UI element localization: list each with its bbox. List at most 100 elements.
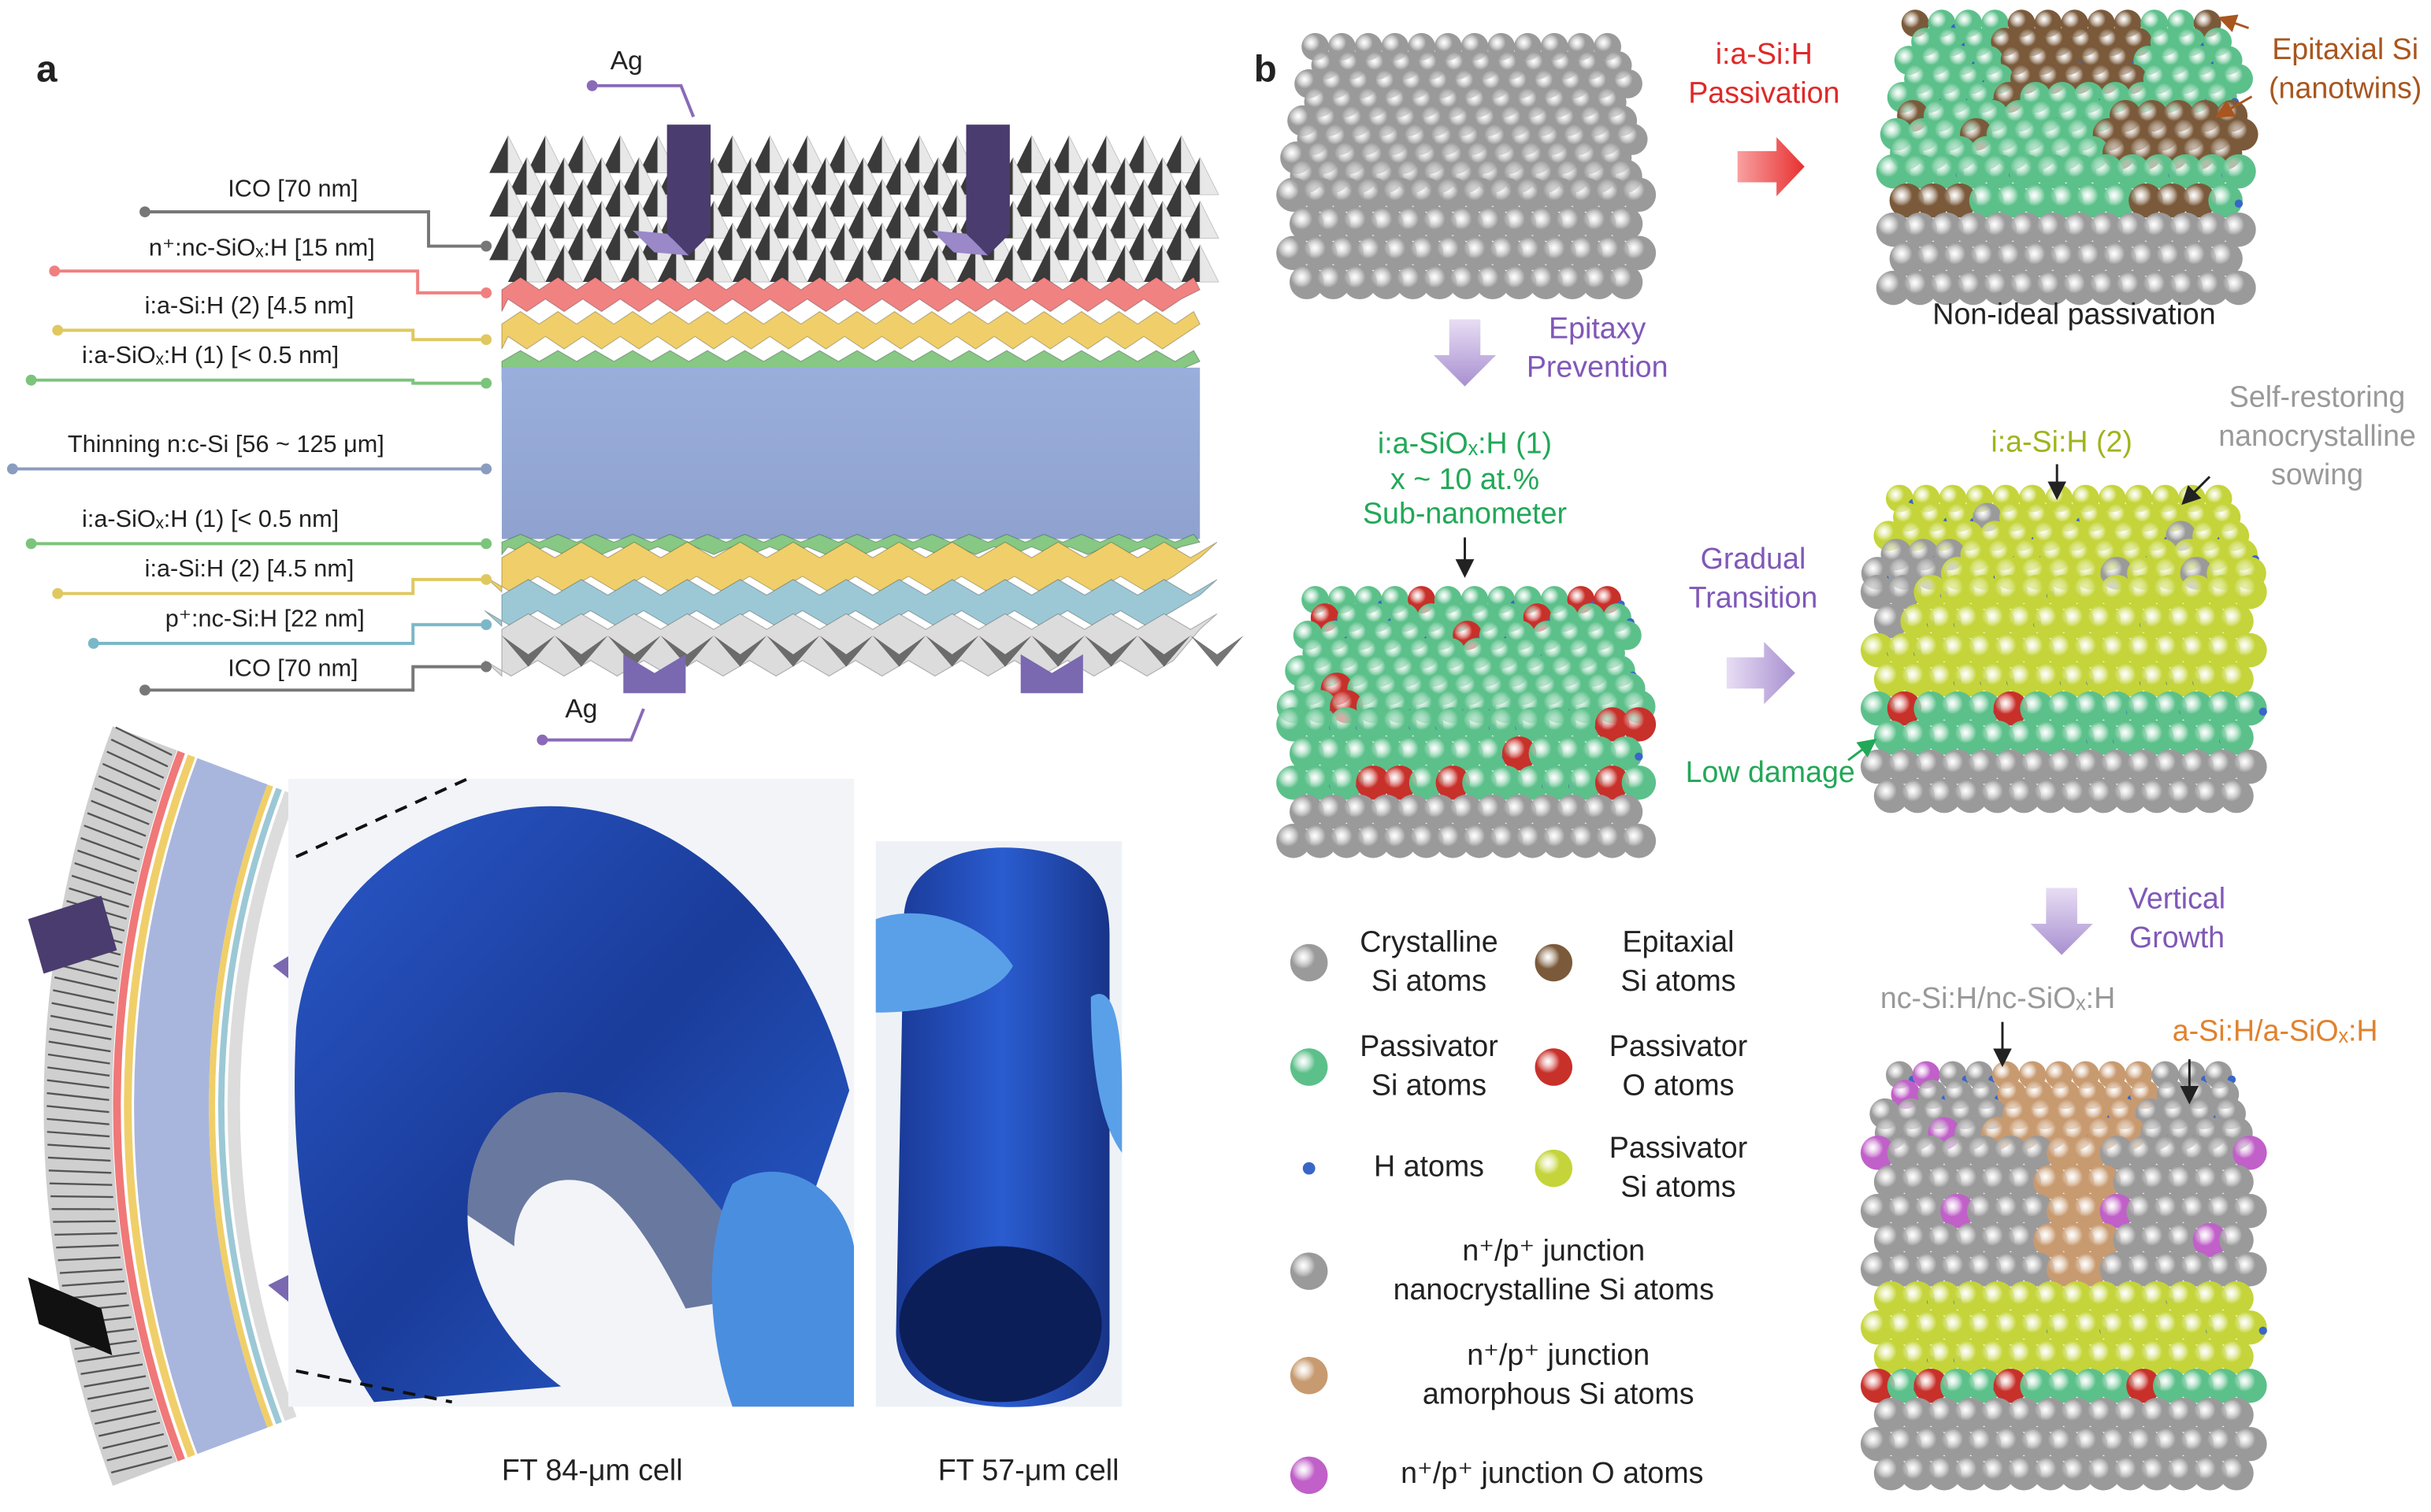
atom — [2126, 749, 2161, 784]
atom — [2033, 720, 2068, 755]
si-label: i:a-Si:H (2) — [1991, 425, 2132, 458]
atom — [1954, 778, 1988, 813]
pyramid — [844, 179, 864, 217]
atom — [1980, 1398, 2015, 1432]
pyramid — [1087, 244, 1108, 283]
leader — [58, 577, 487, 595]
atom — [1966, 632, 2002, 668]
cylinder-end — [899, 1246, 1102, 1403]
pointer — [2218, 14, 2250, 32]
atom — [1873, 1455, 1909, 1491]
pyramid — [507, 222, 528, 261]
atom — [2006, 1455, 2041, 1491]
pyramid — [582, 179, 603, 217]
atom — [2009, 270, 2043, 306]
siox-label: i:a-SiOₓ:H (1) — [1378, 427, 1552, 460]
pyramid — [1050, 179, 1070, 217]
atom — [2152, 691, 2188, 726]
atom — [2073, 1310, 2108, 1345]
atom — [2179, 632, 2214, 668]
pyramid — [919, 222, 939, 261]
curve-pyramid — [95, 1410, 157, 1425]
atom — [2006, 1281, 2041, 1316]
curve-pyramid — [80, 837, 140, 861]
pyramid — [502, 636, 555, 667]
layer-i-asi — [501, 310, 1201, 350]
pyramid — [1031, 222, 1051, 261]
atom — [2075, 183, 2110, 218]
atom — [1873, 603, 1909, 639]
atom — [1860, 1252, 1895, 1287]
pyramid — [1162, 201, 1182, 239]
curve-i-layer — [124, 754, 195, 1458]
atom — [2140, 1398, 2174, 1432]
pyramid — [507, 244, 527, 283]
atom — [1594, 824, 1630, 858]
atom — [1913, 749, 1948, 784]
glove — [875, 913, 1013, 1013]
atom — [1966, 1252, 2002, 1287]
atom — [1462, 235, 1497, 271]
photo-sheet — [295, 806, 850, 1403]
pyramid — [788, 157, 808, 195]
curve-pyramid — [102, 1432, 165, 1450]
atom — [1395, 206, 1431, 242]
atom — [1276, 177, 1311, 213]
atom — [2102, 241, 2136, 276]
caption: FT 84-μm cell — [502, 1453, 683, 1486]
atom — [1475, 795, 1510, 829]
siox-label: x ~ 10 at.% — [1390, 462, 1539, 495]
atom — [1515, 177, 1550, 213]
atom — [1568, 177, 1603, 213]
curve-pyramid — [58, 1256, 121, 1262]
atom — [1462, 177, 1497, 213]
atom — [1501, 795, 1537, 829]
leader-dot — [481, 619, 492, 631]
pyramid — [732, 201, 752, 239]
atom — [1993, 632, 2028, 668]
atom — [2020, 749, 2054, 784]
atom — [1515, 765, 1550, 800]
atom — [1954, 1340, 1988, 1374]
atom — [2129, 183, 2163, 218]
pyramid — [919, 179, 939, 217]
atom — [2047, 574, 2081, 610]
pyramid — [788, 201, 808, 239]
pyramid — [937, 135, 957, 173]
atom — [1449, 736, 1483, 771]
leader-dot — [481, 240, 492, 252]
pyramid — [900, 157, 920, 195]
atom — [2192, 1281, 2228, 1316]
pyramid — [919, 157, 938, 195]
atom — [2232, 574, 2267, 610]
atom — [2206, 632, 2240, 668]
atom — [2232, 1194, 2267, 1228]
atom — [1608, 206, 1643, 242]
atom — [2047, 1310, 2081, 1345]
curve-ag — [28, 895, 117, 974]
atom — [1462, 765, 1497, 800]
atom — [2113, 662, 2147, 697]
atom — [2086, 1455, 2121, 1491]
atom — [2152, 1252, 2188, 1287]
atom — [1927, 1455, 1962, 1491]
step-label: Transition — [1689, 581, 1818, 614]
arrow — [1726, 642, 1795, 705]
atom — [1887, 1426, 1922, 1462]
atom — [2020, 691, 2054, 726]
atom — [2059, 1398, 2095, 1432]
atom — [2179, 691, 2214, 726]
atom — [2152, 1194, 2188, 1228]
curve-pyramid — [56, 1244, 119, 1249]
atom — [2006, 1340, 2041, 1374]
atom — [1900, 1455, 1936, 1491]
atom — [2020, 1369, 2054, 1403]
curve-pyramid — [102, 762, 161, 791]
atom — [1969, 183, 2004, 218]
layer-label: Thinning n:c-Si [56 ~ 125 μm] — [68, 431, 384, 458]
curve-pyramid — [91, 1398, 153, 1413]
atom — [1873, 1398, 1909, 1432]
curve-pyramid — [53, 989, 115, 1004]
curve-pyramid — [54, 976, 117, 992]
atom — [2113, 1165, 2147, 1199]
